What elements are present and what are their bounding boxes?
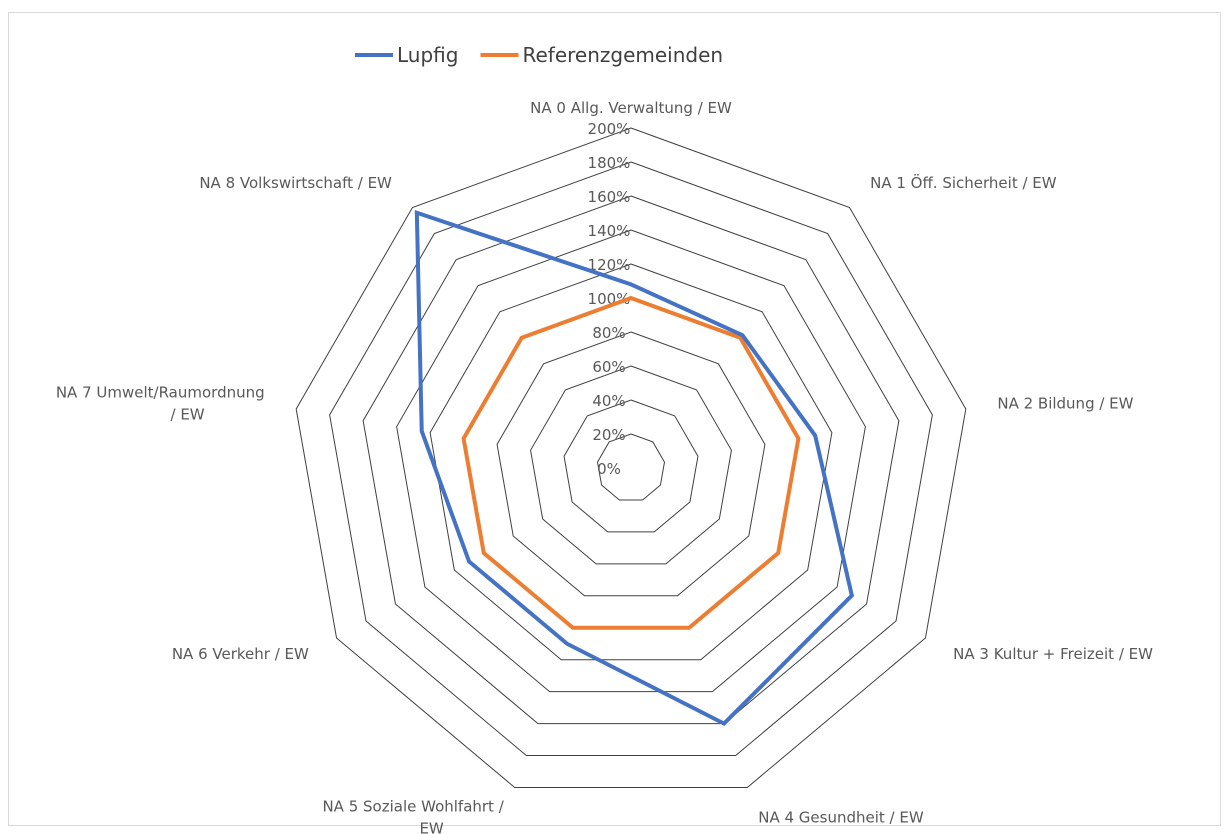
tick-label: 0% bbox=[597, 460, 621, 478]
tick-label: 40% bbox=[592, 392, 625, 410]
chart-frame bbox=[8, 12, 1221, 826]
category-labels: NA 0 Allg. Verwaltung / EW NA 1 Öff. Sich… bbox=[56, 99, 1153, 834]
tick-label: 20% bbox=[592, 426, 625, 444]
grid-ring bbox=[329, 161, 933, 757]
category-label: NA 1 Öff. Sicherheit / EW bbox=[870, 173, 1057, 192]
grid-ring bbox=[496, 331, 766, 597]
category-label: NA 2 Bildung / EW bbox=[997, 394, 1133, 412]
tick-label: 180% bbox=[588, 154, 631, 172]
grid-ring bbox=[429, 263, 833, 661]
series-line-referenzgemeinden bbox=[461, 295, 801, 630]
legend-item: Lupfig bbox=[355, 43, 458, 67]
category-label: NA 7 Umwelt/Raumordnung / EW bbox=[56, 383, 265, 423]
tick-label: 80% bbox=[592, 324, 625, 342]
tick-label: 160% bbox=[588, 188, 631, 206]
grid-ring bbox=[563, 399, 699, 533]
category-label: NA 0 Allg. Verwaltung / EW bbox=[530, 99, 732, 117]
category-label: NA 3 Kultur + Freizeit / EW bbox=[953, 645, 1153, 663]
tick-labels: 0%20%40%60%80%100%120%140%160%180%200% bbox=[588, 120, 631, 478]
category-label: NA 5 Soziale Wohlfahrt / EW bbox=[322, 798, 504, 834]
tick-label: 200% bbox=[588, 120, 631, 138]
category-label: NA 4 Gesundheit / EW bbox=[758, 809, 924, 827]
tick-label: 120% bbox=[588, 256, 631, 274]
grid-ring bbox=[295, 127, 967, 788]
series-line-lupfig bbox=[414, 209, 855, 727]
grid-ring bbox=[362, 195, 900, 725]
grid-ring bbox=[396, 229, 866, 693]
legend-label: Lupfig bbox=[397, 43, 458, 67]
grid-ring bbox=[596, 433, 666, 501]
legend-label: Referenzgemeinden bbox=[522, 43, 723, 67]
category-label: NA 8 Volkswirtschaft / EW bbox=[199, 174, 392, 192]
tick-label: 140% bbox=[588, 222, 631, 240]
category-label: NA 6 Verkehr / EW bbox=[172, 645, 309, 663]
legend-item: Referenzgemeinden bbox=[480, 43, 723, 67]
tick-label: 60% bbox=[592, 358, 625, 376]
radar-grid bbox=[295, 127, 967, 788]
series-group bbox=[414, 209, 855, 727]
grid-ring bbox=[530, 365, 732, 565]
legend: Lupfig Referenzgemeinden bbox=[355, 43, 723, 67]
